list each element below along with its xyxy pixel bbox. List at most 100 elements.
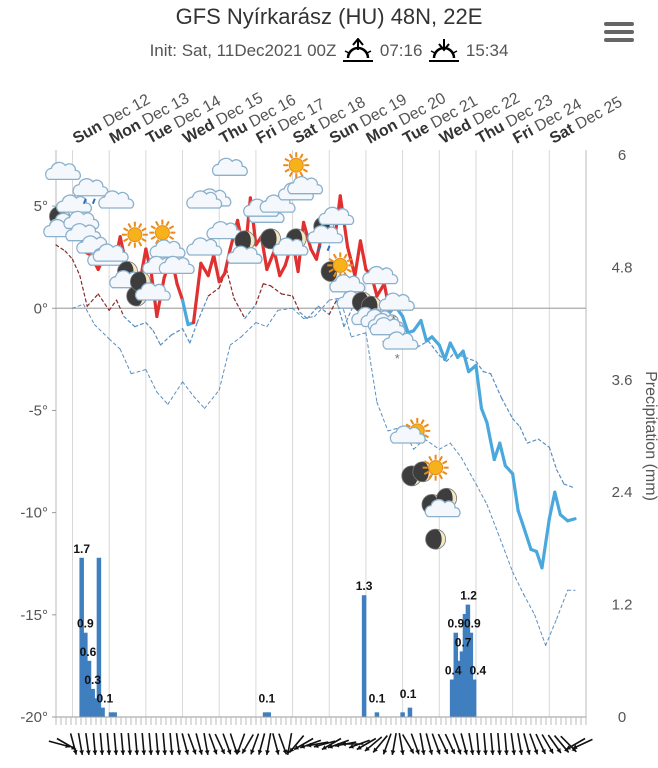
dewpoint-segment <box>269 285 283 295</box>
dew-low-segment <box>218 344 231 391</box>
dew-low-segment <box>314 299 330 317</box>
dewpoint-segment <box>556 469 565 485</box>
cloud-shape <box>424 498 461 518</box>
wind-arrowhead <box>450 748 455 754</box>
wind-arrowhead <box>92 750 98 755</box>
sun-ray <box>328 257 334 263</box>
weather-icon-snow: * <box>382 331 419 366</box>
sun-ray <box>302 168 309 173</box>
dewpoint-segment <box>123 315 136 328</box>
dew-low-segment <box>475 483 488 505</box>
precip-label: 0.6 <box>80 645 97 659</box>
dewpoint-segment <box>299 311 308 320</box>
precip-label: 0.4 <box>445 664 462 678</box>
precip-label: 0.1 <box>96 692 113 706</box>
sun-ray <box>165 220 170 227</box>
snow-flake: * <box>395 351 400 366</box>
wind-arrowhead <box>548 748 554 754</box>
wind-arrowhead <box>364 746 370 752</box>
dewpoint-segment <box>306 305 319 320</box>
temperature-segment <box>175 282 185 302</box>
dew-low-segment <box>460 456 477 485</box>
dewpoint-segment <box>55 244 66 252</box>
y-left-tick-label: -20° <box>20 709 48 726</box>
wind-arrowhead <box>356 745 362 750</box>
wind-arrowhead <box>120 750 126 755</box>
wind-arrowhead <box>490 750 495 755</box>
dewpoint-segment <box>291 295 301 313</box>
precip-bar <box>457 660 462 717</box>
wind-arrowhead <box>85 750 91 755</box>
y-right-axis-label: Precipitation (mm) <box>642 371 658 501</box>
temperature-segment <box>448 341 460 359</box>
cloud-shape <box>63 210 100 230</box>
sun-ray <box>409 419 415 425</box>
cloud-shape <box>378 292 415 311</box>
menu-icon[interactable] <box>604 22 634 44</box>
temperature-segment <box>547 490 557 521</box>
wind-arrowhead <box>463 749 468 755</box>
wind-arrowhead <box>541 748 546 754</box>
cloud-shape <box>98 190 135 209</box>
precip-bar <box>400 712 405 717</box>
cloud-shape <box>158 255 195 275</box>
temperature-segment <box>498 441 507 468</box>
weather-icon-cloud <box>149 239 186 258</box>
weather-icon-cloud <box>186 190 223 209</box>
wind-arrowhead <box>511 750 517 755</box>
sun-ray <box>137 222 143 229</box>
temperature-segment <box>485 421 496 462</box>
precip-bar <box>100 707 105 717</box>
y-left-tick-label: 0° <box>34 300 48 317</box>
temperature-segment <box>401 314 410 335</box>
rain-drop <box>91 198 96 205</box>
sun-ray <box>150 225 156 230</box>
temperature-segment <box>345 245 357 278</box>
dewpoint-segment <box>233 297 246 320</box>
dewpoint-segment <box>501 397 514 420</box>
dewpoint-segment <box>280 293 294 297</box>
dew-low-segment <box>365 332 378 403</box>
precip-label: 0.1 <box>259 692 276 706</box>
temperature-segment <box>191 261 203 325</box>
precip-bar <box>453 632 459 717</box>
wind-arrowhead <box>212 749 218 755</box>
dew-low-segment <box>424 438 440 450</box>
cloud-shape <box>389 425 426 444</box>
cloud-shape <box>362 265 399 285</box>
weather-icon-cloud <box>56 194 92 213</box>
sun-ray <box>141 237 147 243</box>
temperature-segment <box>301 220 313 251</box>
dew-low-segment <box>512 571 525 595</box>
dewpoint-segment <box>490 373 503 399</box>
dew-low-segment <box>94 324 110 340</box>
cloud-shape <box>287 176 324 195</box>
dewpoint-segment <box>317 305 330 316</box>
dewpoint-segment <box>482 371 492 375</box>
dewpoint-segment <box>255 283 264 305</box>
sun-ray <box>302 157 309 163</box>
dewpoint-segment <box>548 446 558 471</box>
dew-low-segment <box>303 315 316 319</box>
sun-ray <box>150 235 156 241</box>
wind-arrowhead <box>409 748 414 754</box>
wind-arrowhead <box>483 750 488 755</box>
dew-low-segment <box>523 593 536 616</box>
temperature-segment <box>503 464 515 476</box>
sun-ray <box>168 235 175 241</box>
dewpoint-segment <box>86 293 99 307</box>
chart-title: GFS Nyírkarász (HU) 48N, 22E <box>175 4 483 29</box>
precip-label: 0.1 <box>369 692 386 706</box>
wind-arrowhead <box>184 749 190 755</box>
y-right-tick-label: 6 <box>618 147 626 164</box>
wind-arrowhead <box>572 744 578 749</box>
wind-arrowhead <box>289 747 295 753</box>
rain-drop <box>82 198 87 205</box>
precip-bar <box>96 557 102 717</box>
dewpoint-segment <box>537 438 550 448</box>
wind-arrowhead <box>99 750 105 755</box>
wind-arrowhead <box>334 742 340 748</box>
precip-bar <box>262 712 268 717</box>
wind-arrowhead <box>294 745 300 750</box>
dew-low-segment <box>240 322 257 338</box>
